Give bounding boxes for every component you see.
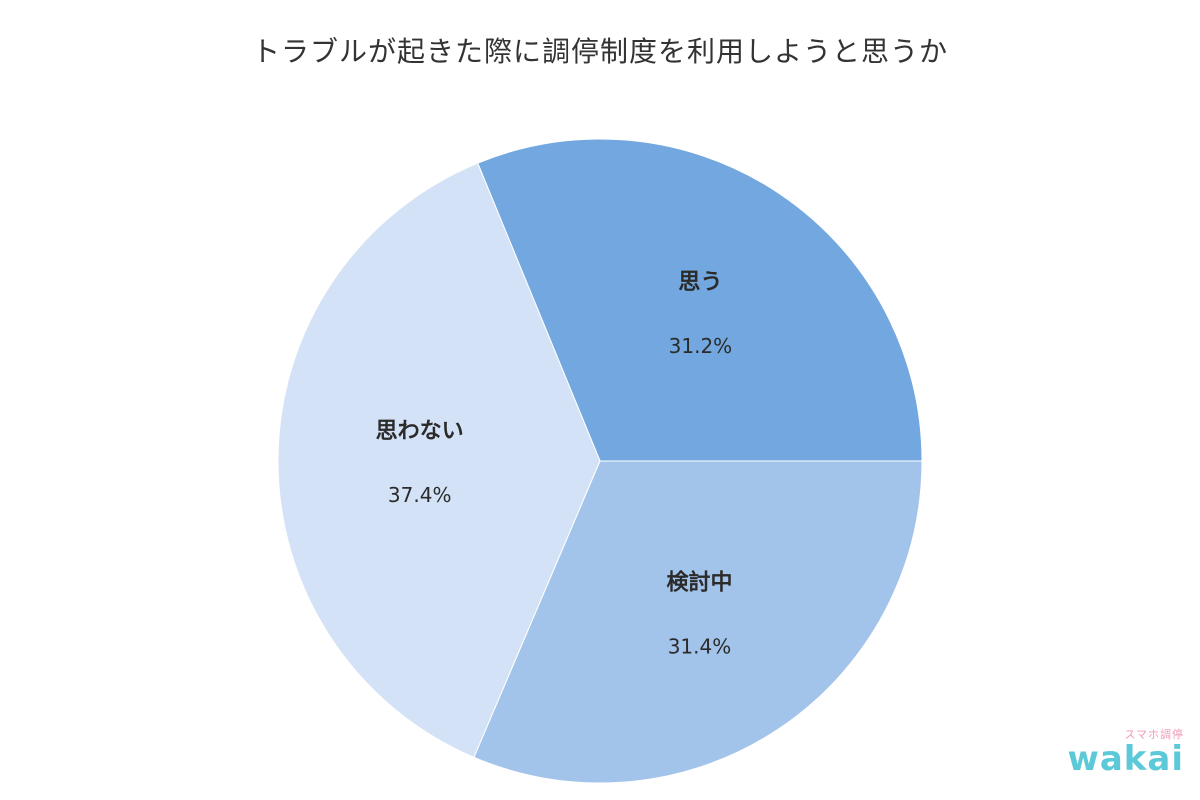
pie-slice-0	[477, 138, 923, 462]
slice-value-1: 37.4%	[388, 483, 452, 507]
pie-labels: 思う 31.2% 思わない 37.4% 検討中 31.4%	[376, 270, 733, 658]
chart-title: トラブルが起きた際に調停制度を利用しようと思うか	[251, 35, 948, 68]
pie-slice-2	[473, 460, 923, 784]
slice-label-1: 思わない	[376, 419, 464, 444]
slice-value-2: 31.4%	[668, 634, 732, 658]
pie-slice-1	[277, 162, 601, 758]
pie-slices	[277, 138, 923, 784]
watermark-subtitle: スマホ調停	[1124, 728, 1184, 741]
slice-label-0: 思う	[678, 270, 722, 295]
watermark-brand: wakai	[1067, 739, 1184, 779]
slice-value-0: 31.2%	[669, 334, 733, 358]
slice-label-2: 検討中	[666, 569, 732, 595]
watermark-logo: スマホ調停 wakai	[1067, 729, 1184, 776]
